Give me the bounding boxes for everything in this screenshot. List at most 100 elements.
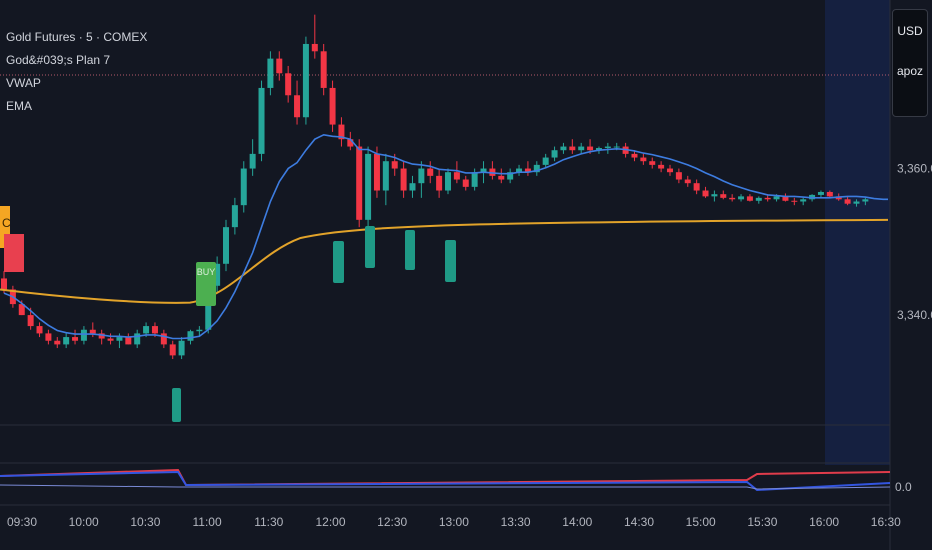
symbol-title[interactable]: Gold Futures · 5 · COMEX — [6, 30, 148, 44]
candle[interactable] — [63, 337, 70, 345]
candle[interactable] — [702, 190, 709, 197]
candle[interactable] — [27, 315, 34, 327]
candle[interactable] — [373, 153, 380, 191]
candle[interactable] — [791, 200, 798, 202]
candle[interactable] — [764, 197, 771, 200]
candle[interactable] — [445, 172, 451, 191]
candle[interactable] — [755, 197, 762, 201]
candle[interactable] — [320, 51, 327, 88]
candle[interactable] — [223, 227, 229, 264]
candle[interactable] — [382, 161, 389, 191]
candle[interactable] — [746, 196, 753, 201]
candle[interactable] — [453, 172, 460, 180]
candle[interactable] — [782, 196, 789, 201]
candle[interactable] — [240, 168, 247, 206]
candle[interactable] — [853, 201, 860, 204]
candle[interactable] — [862, 199, 869, 202]
candle[interactable] — [640, 157, 647, 162]
candle[interactable] — [249, 153, 256, 169]
candle[interactable] — [524, 168, 531, 173]
candle[interactable] — [356, 146, 363, 220]
candle[interactable] — [551, 150, 558, 158]
candle[interactable] — [480, 168, 487, 173]
candle[interactable] — [143, 326, 150, 334]
candle[interactable] — [533, 164, 540, 173]
candle[interactable] — [36, 326, 43, 334]
candle[interactable] — [285, 73, 292, 96]
candle[interactable] — [160, 333, 167, 345]
c-marker[interactable]: C — [0, 206, 24, 272]
candle[interactable] — [773, 196, 780, 200]
candle[interactable] — [338, 124, 345, 140]
candle[interactable] — [720, 194, 727, 198]
candle[interactable] — [196, 329, 203, 332]
candle[interactable] — [462, 179, 469, 187]
candle[interactable] — [817, 191, 824, 195]
candle[interactable] — [658, 164, 665, 169]
candle[interactable] — [427, 168, 434, 176]
candle[interactable] — [231, 205, 238, 228]
candle[interactable] — [436, 175, 443, 191]
candle[interactable] — [675, 172, 682, 180]
candle[interactable] — [302, 43, 309, 118]
indicator-vwap[interactable]: VWAP — [6, 76, 41, 90]
candle[interactable] — [329, 87, 336, 125]
candle[interactable] — [729, 197, 736, 200]
candle[interactable] — [471, 172, 478, 187]
candle[interactable] — [684, 179, 691, 184]
candle[interactable] — [595, 148, 602, 151]
candle[interactable] — [107, 338, 114, 341]
candle[interactable] — [214, 263, 221, 286]
candle[interactable] — [507, 172, 514, 180]
candle[interactable] — [569, 146, 576, 151]
candle[interactable] — [409, 183, 416, 191]
candle[interactable] — [294, 95, 301, 118]
candle[interactable] — [711, 194, 718, 197]
candle[interactable] — [276, 58, 283, 74]
candle[interactable] — [258, 87, 265, 154]
candle[interactable] — [604, 146, 611, 149]
buy-marker[interactable]: BUY — [196, 262, 216, 306]
candle[interactable] — [365, 153, 372, 220]
candle[interactable] — [578, 146, 585, 151]
candle[interactable] — [80, 329, 87, 341]
candle[interactable] — [187, 331, 194, 341]
candle[interactable] — [347, 139, 354, 147]
candle[interactable] — [631, 153, 638, 158]
candle[interactable] — [18, 304, 25, 316]
currency-badge[interactable]: USD — [897, 24, 923, 38]
indicator-ema[interactable]: EMA — [6, 99, 33, 113]
candle[interactable] — [693, 183, 700, 191]
candle[interactable] — [826, 191, 833, 197]
candle[interactable] — [516, 168, 523, 173]
candle[interactable] — [418, 168, 425, 184]
candle[interactable] — [311, 43, 318, 52]
candle[interactable] — [391, 161, 398, 169]
candle[interactable] — [542, 157, 549, 165]
currency-badge-panel[interactable]: USD apoz — [892, 9, 928, 117]
candle[interactable] — [151, 326, 158, 334]
candle[interactable] — [72, 337, 79, 341]
candle[interactable] — [98, 333, 105, 339]
candle[interactable] — [738, 196, 745, 200]
candle[interactable] — [560, 146, 567, 151]
candle[interactable] — [667, 168, 673, 173]
candle[interactable] — [844, 199, 851, 204]
candle[interactable] — [400, 168, 407, 191]
candle[interactable] — [116, 337, 123, 341]
candle[interactable] — [134, 333, 141, 345]
candle[interactable] — [54, 340, 61, 345]
candle[interactable] — [169, 344, 176, 356]
user-badge[interactable]: apoz — [896, 64, 924, 78]
candle[interactable] — [89, 329, 96, 334]
candle[interactable] — [267, 58, 274, 88]
candle[interactable] — [800, 199, 807, 202]
candle[interactable] — [613, 146, 620, 148]
candle[interactable] — [498, 175, 505, 180]
candle[interactable] — [125, 337, 132, 345]
candle[interactable] — [178, 340, 185, 356]
candle[interactable] — [205, 285, 212, 330]
indicator-gods-plan[interactable]: God&#039;s Plan 7 — [6, 53, 111, 67]
candle[interactable] — [649, 161, 656, 165]
